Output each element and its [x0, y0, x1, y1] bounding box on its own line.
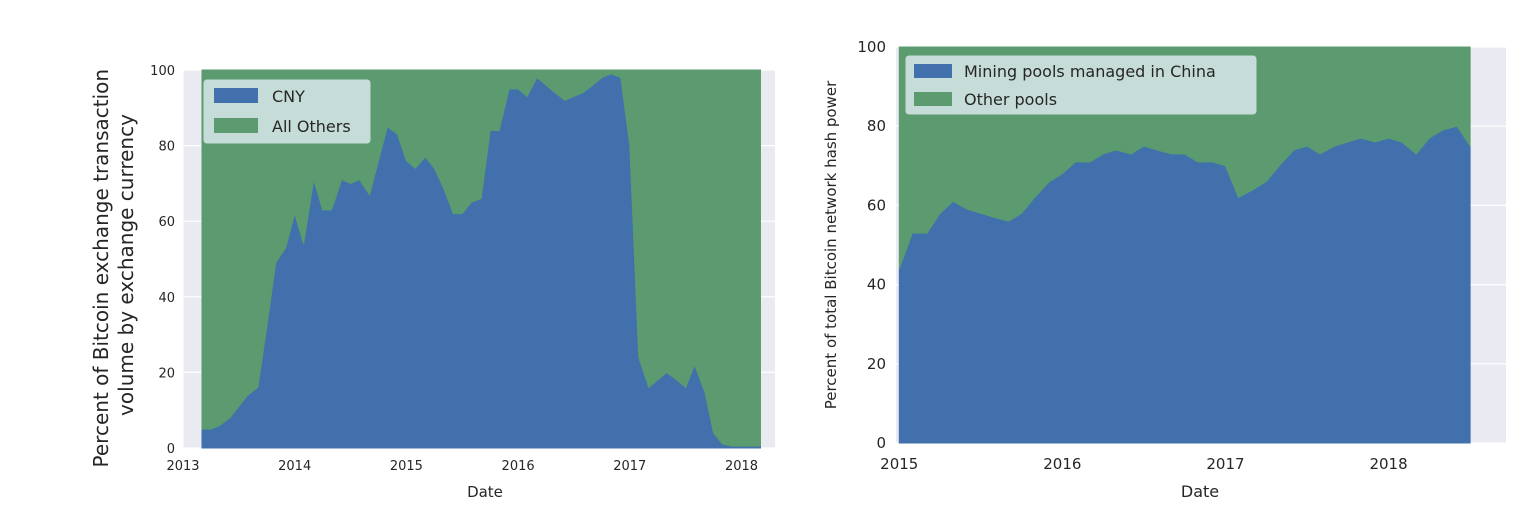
y-axis-label-line-1: Percent of Bitcoin exchange transaction	[89, 69, 113, 468]
x-tick-label: 2018	[725, 459, 758, 474]
x-tick-label: 2015	[390, 459, 423, 474]
legend-swatch-cny	[214, 88, 258, 103]
legend-box	[905, 55, 1257, 115]
legend-swatch-other-pools	[914, 92, 952, 106]
x-tick-label: 2018	[1369, 455, 1407, 473]
legend-swatch-china-pools	[914, 64, 952, 78]
legend: CNY All Others	[203, 79, 371, 144]
y-tick-label: 0	[167, 442, 175, 457]
y-tick-label: 60	[158, 215, 175, 230]
stacked-areas	[201, 69, 761, 449]
legend-label-china-pools: Mining pools managed in China	[964, 62, 1216, 81]
legend-label-cny: CNY	[272, 87, 305, 106]
x-tick-label: 2016	[502, 459, 535, 474]
x-tick-label: 2016	[1043, 455, 1081, 473]
chart-left: 0 20 40 60 80 100 2013 2014 2015 2016 2017 2018 Da…	[89, 63, 775, 501]
legend-label-all-others: All Others	[272, 117, 351, 136]
y-axis-label: Percent of total Bitcoin network hash po…	[822, 80, 840, 409]
x-axis-label: Date	[467, 483, 503, 501]
y-tick-label: 20	[867, 355, 886, 373]
y-tick-labels: 0 20 40 60 80 100	[857, 38, 886, 452]
y-tick-label: 100	[857, 38, 886, 56]
x-tick-label: 2014	[278, 459, 311, 474]
y-tick-label: 0	[876, 434, 886, 452]
legend-label-other-pools: Other pools	[964, 90, 1057, 109]
area-all-others	[201, 69, 761, 447]
x-tick-label: 2017	[613, 459, 646, 474]
y-tick-label: 20	[158, 366, 175, 381]
x-tick-label: 2015	[880, 455, 918, 473]
x-tick-label: 2013	[166, 459, 199, 474]
y-tick-label: 40	[867, 276, 886, 294]
y-axis-label-line-2: volume by exchange currency	[114, 114, 138, 416]
legend: Mining pools managed in China Other pool…	[905, 55, 1257, 115]
y-tick-labels: 0 20 40 60 80 100	[150, 64, 175, 457]
y-tick-label: 80	[158, 140, 175, 155]
legend-swatch-all-others	[214, 118, 258, 133]
y-tick-label: 80	[867, 117, 886, 135]
y-tick-label: 40	[158, 291, 175, 306]
x-tick-labels: 2013 2014 2015 2016 2017 2018	[166, 459, 758, 474]
x-tick-label: 2017	[1206, 455, 1244, 473]
x-tick-labels: 2015 2016 2017 2018	[880, 455, 1407, 473]
y-axis-label: Percent of Bitcoin exchange transaction …	[89, 63, 138, 468]
y-tick-label: 60	[867, 196, 886, 214]
chart-right: 0 20 40 60 80 100 2015 2016 2017 2018 Date Perce…	[822, 38, 1506, 501]
y-tick-label: 100	[150, 64, 175, 79]
x-axis-label: Date	[1181, 482, 1219, 501]
